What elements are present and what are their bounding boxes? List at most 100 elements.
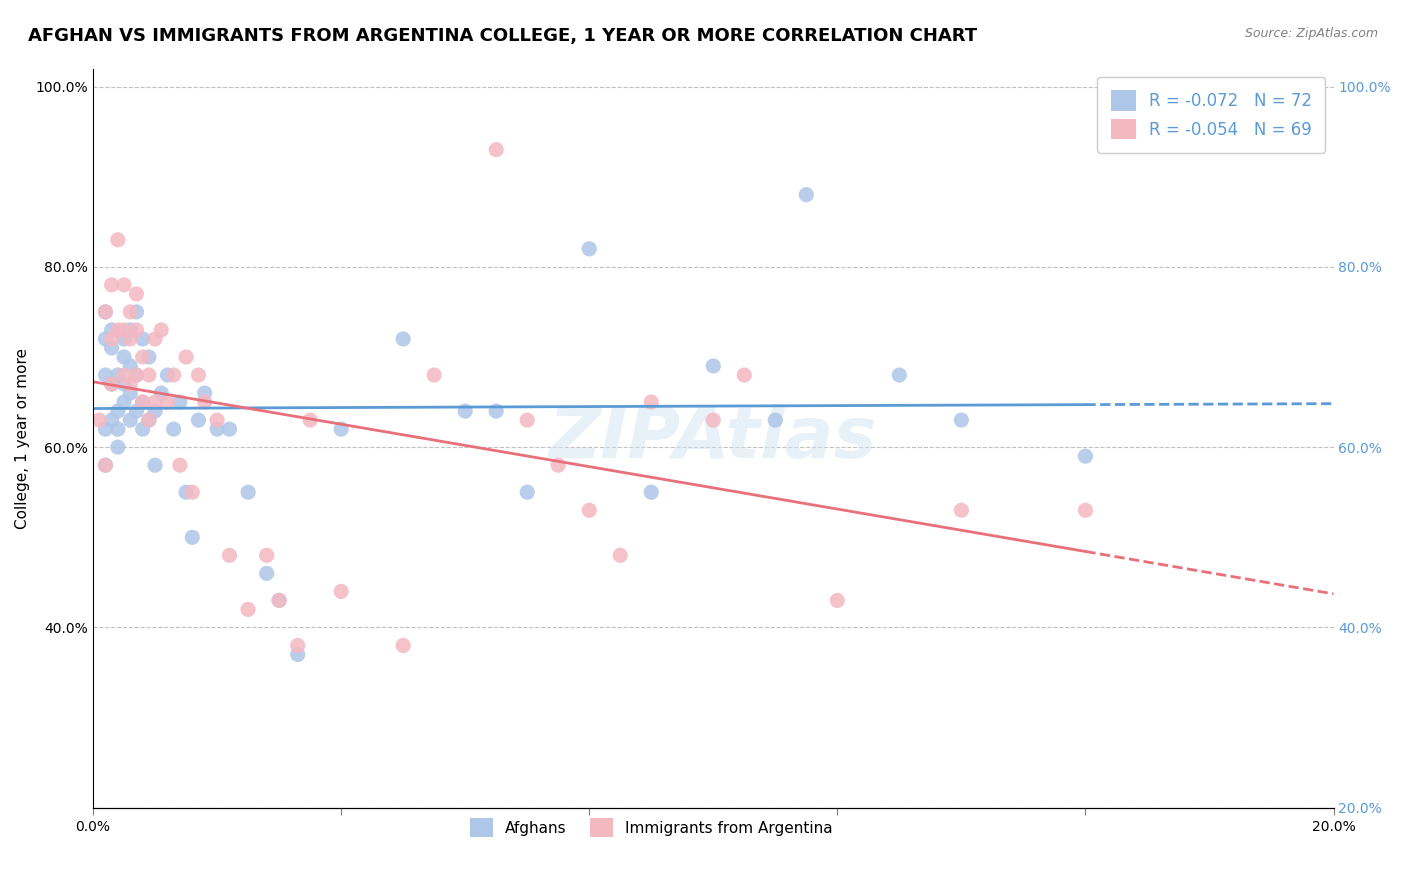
Point	[120, 386, 142, 401]
Point	[516, 485, 538, 500]
Point	[94, 458, 117, 473]
Point	[100, 377, 122, 392]
Point	[733, 368, 755, 382]
Point	[169, 395, 191, 409]
Point	[125, 404, 148, 418]
Point	[138, 413, 160, 427]
Point	[112, 350, 135, 364]
Point	[100, 413, 122, 427]
Point	[287, 639, 309, 653]
Point	[112, 368, 135, 382]
Point	[174, 485, 197, 500]
Point	[125, 323, 148, 337]
Point	[120, 305, 142, 319]
Point	[640, 485, 662, 500]
Point	[143, 395, 166, 409]
Point	[131, 422, 153, 436]
Legend: Afghans, Immigrants from Argentina: Afghans, Immigrants from Argentina	[463, 811, 841, 845]
Point	[547, 458, 569, 473]
Point	[94, 368, 117, 382]
Point	[194, 395, 217, 409]
Point	[1074, 449, 1097, 463]
Point	[107, 422, 129, 436]
Point	[578, 242, 600, 256]
Point	[112, 332, 135, 346]
Point	[763, 413, 786, 427]
Point	[485, 404, 508, 418]
Point	[392, 332, 415, 346]
Point	[205, 413, 228, 427]
Point	[143, 332, 166, 346]
Point	[107, 440, 129, 454]
Point	[131, 332, 153, 346]
Point	[163, 422, 186, 436]
Point	[138, 350, 160, 364]
Point	[94, 332, 117, 346]
Point	[330, 422, 353, 436]
Point	[181, 530, 204, 544]
Point	[150, 386, 173, 401]
Point	[138, 368, 160, 382]
Point	[640, 395, 662, 409]
Point	[578, 503, 600, 517]
Point	[94, 305, 117, 319]
Point	[125, 286, 148, 301]
Point	[94, 422, 117, 436]
Point	[131, 350, 153, 364]
Point	[120, 359, 142, 373]
Point	[138, 413, 160, 427]
Point	[516, 413, 538, 427]
Point	[205, 422, 228, 436]
Point	[107, 368, 129, 382]
Point	[100, 323, 122, 337]
Point	[143, 404, 166, 418]
Point	[950, 503, 973, 517]
Point	[125, 368, 148, 382]
Point	[269, 593, 291, 607]
Point	[100, 332, 122, 346]
Point	[131, 395, 153, 409]
Point	[89, 413, 111, 427]
Point	[392, 639, 415, 653]
Point	[1074, 503, 1097, 517]
Point	[112, 323, 135, 337]
Point	[150, 323, 173, 337]
Point	[330, 584, 353, 599]
Point	[125, 368, 148, 382]
Point	[187, 368, 209, 382]
Point	[218, 422, 240, 436]
Point	[107, 233, 129, 247]
Point	[236, 485, 259, 500]
Point	[299, 413, 322, 427]
Point	[256, 566, 278, 581]
Point	[950, 413, 973, 427]
Text: AFGHAN VS IMMIGRANTS FROM ARGENTINA COLLEGE, 1 YEAR OR MORE CORRELATION CHART: AFGHAN VS IMMIGRANTS FROM ARGENTINA COLL…	[28, 27, 977, 45]
Point	[702, 359, 724, 373]
Text: ZIPAtlas: ZIPAtlas	[548, 404, 877, 473]
Point	[112, 277, 135, 292]
Point	[181, 485, 204, 500]
Point	[143, 458, 166, 473]
Point	[112, 377, 135, 392]
Point	[194, 386, 217, 401]
Point	[156, 368, 179, 382]
Point	[100, 341, 122, 355]
Point	[94, 305, 117, 319]
Point	[187, 413, 209, 427]
Point	[120, 413, 142, 427]
Point	[702, 413, 724, 427]
Point	[269, 593, 291, 607]
Point	[131, 395, 153, 409]
Text: Source: ZipAtlas.com: Source: ZipAtlas.com	[1244, 27, 1378, 40]
Point	[94, 458, 117, 473]
Point	[120, 323, 142, 337]
Point	[423, 368, 446, 382]
Point	[169, 458, 191, 473]
Point	[107, 404, 129, 418]
Point	[236, 602, 259, 616]
Point	[827, 593, 849, 607]
Point	[609, 549, 631, 563]
Y-axis label: College, 1 year or more: College, 1 year or more	[15, 348, 30, 529]
Point	[256, 549, 278, 563]
Point	[287, 648, 309, 662]
